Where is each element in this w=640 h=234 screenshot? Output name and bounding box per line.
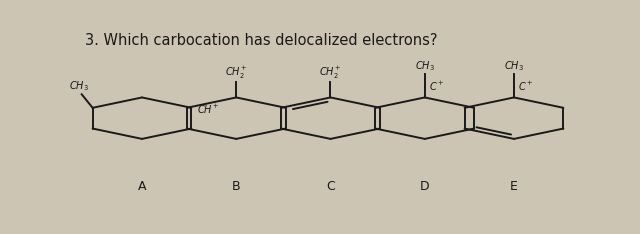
Text: CH$_2^+$: CH$_2^+$ [319, 65, 342, 81]
Text: C$^+$: C$^+$ [518, 80, 533, 93]
Text: C$^+$: C$^+$ [429, 80, 444, 93]
Text: B: B [232, 180, 241, 193]
Text: CH$^+$: CH$^+$ [197, 103, 220, 116]
Text: C: C [326, 180, 335, 193]
Text: CH$_3$: CH$_3$ [504, 59, 524, 73]
Text: A: A [138, 180, 147, 193]
Text: CH$_3$: CH$_3$ [415, 59, 435, 73]
Text: D: D [420, 180, 429, 193]
Text: CH$_2^+$: CH$_2^+$ [225, 65, 248, 81]
Text: CH$_3$: CH$_3$ [69, 80, 89, 93]
Text: E: E [510, 180, 518, 193]
Text: 3. Which carbocation has delocalized electrons?: 3. Which carbocation has delocalized ele… [85, 33, 438, 48]
